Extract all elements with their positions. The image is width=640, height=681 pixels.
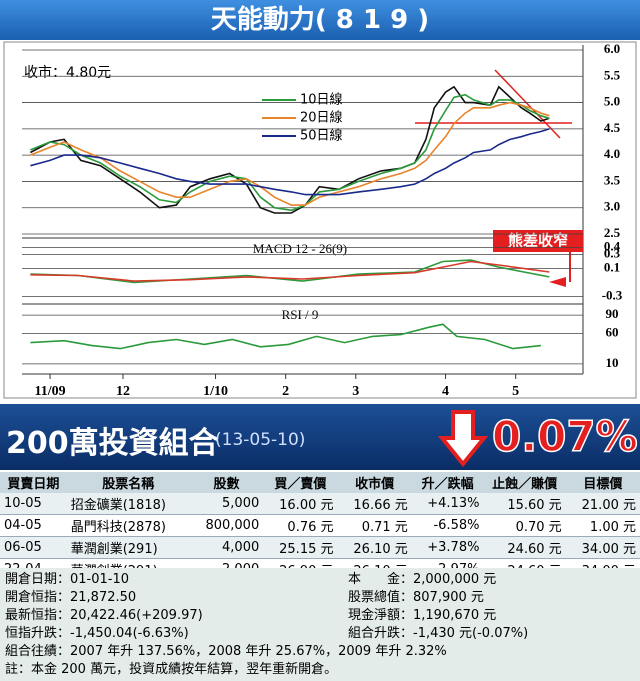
table-cell: -6.58% bbox=[411, 514, 484, 537]
y-tick-label: 0.3 bbox=[604, 245, 621, 260]
column-header: 止蝕／賺價 bbox=[483, 472, 566, 493]
table-cell: 晶門科技(2878) bbox=[66, 514, 190, 537]
table-cell: 招金礦業(1818) bbox=[66, 493, 190, 515]
annotation-arrowhead bbox=[549, 277, 566, 287]
column-header: 股數 bbox=[189, 472, 264, 493]
y-tick-label: 10 bbox=[606, 355, 619, 370]
x-tick-label: 2 bbox=[282, 384, 289, 399]
y-tick-label: 4.0 bbox=[604, 146, 620, 161]
table-cell: 800,000 bbox=[189, 514, 264, 537]
trend-line bbox=[494, 69, 561, 139]
legend-label: 20日線 bbox=[300, 110, 343, 126]
table-cell: 34.00 元 bbox=[565, 536, 640, 559]
close-label: 收市：4.80元 bbox=[24, 64, 111, 81]
x-tick-label: 4 bbox=[442, 384, 449, 399]
summary-item: 最新恒指：20,422.46(+209.97) bbox=[5, 608, 203, 623]
series-line bbox=[30, 260, 550, 282]
y-tick-label: 3.5 bbox=[604, 172, 621, 187]
table-cell: 華潤創業(291) bbox=[66, 536, 190, 559]
chart-frame bbox=[3, 41, 637, 399]
table-cell: +3.78% bbox=[411, 536, 484, 559]
y-tick-label: 0.4 bbox=[604, 238, 621, 253]
table-cell: 16.00 元 bbox=[263, 493, 338, 515]
y-tick-label: -0.3 bbox=[602, 287, 623, 302]
x-tick-label: 1/10 bbox=[203, 384, 228, 399]
x-tick-label: 12 bbox=[116, 384, 130, 399]
table-cell: 24.60 元 bbox=[483, 536, 566, 559]
portfolio-header: 200萬投資組合 (13-05-10) 0.07% bbox=[0, 404, 640, 470]
rsi-title: RSI / 9 bbox=[282, 307, 319, 322]
summary-note: 組合往績：2007 年升 137.56%，2008 年升 25.67%，2009… bbox=[5, 644, 447, 659]
portfolio-title: 200萬投資組合 bbox=[6, 426, 219, 461]
summary-item: 恒指升跌：-1,450.04(-6.63%) bbox=[5, 626, 189, 641]
table-cell: 15.60 元 bbox=[483, 493, 566, 515]
annotation-box bbox=[493, 230, 583, 252]
summary: 開倉日期：01-01-10 開倉恒指：21,872.50 最新恒指：20,422.4… bbox=[0, 568, 640, 681]
table-cell: +4.13% bbox=[411, 493, 484, 515]
x-tick-label: 5 bbox=[512, 384, 519, 399]
macd-title: MACD 12 - 26(9) bbox=[253, 241, 347, 256]
y-tick-label: 6.0 bbox=[604, 41, 620, 56]
table-cell: 10-05 bbox=[0, 493, 67, 515]
column-header: 股票名稱 bbox=[66, 472, 190, 493]
summary-item: 開倉恒指：21,872.50 bbox=[5, 590, 137, 605]
summary-note: 註：本金 200 萬元，投資成績按年結算，翌年重新開倉。 bbox=[5, 662, 338, 677]
down-arrow bbox=[438, 410, 488, 468]
x-tick-label: 11/09 bbox=[34, 384, 65, 399]
table-cell: 0.70 元 bbox=[483, 514, 566, 537]
table-cell: 5,000 bbox=[189, 493, 264, 515]
table-cell: 1.00 元 bbox=[565, 514, 640, 537]
summary-item: 開倉日期：01-01-10 bbox=[5, 572, 130, 587]
legend-label: 50日線 bbox=[300, 128, 343, 144]
summary-item: 組合升跌：-1,430 元(-0.07%) bbox=[348, 626, 529, 641]
y-tick-label: 5.0 bbox=[604, 94, 620, 109]
table-cell: 04-05 bbox=[0, 514, 67, 537]
table-cell: 26.10 元 bbox=[337, 536, 412, 559]
summary-item: 現金淨額：1,190,670 元 bbox=[348, 608, 497, 623]
column-header: 買賣日期 bbox=[0, 472, 67, 493]
chart: 收市：4.80元 MACD 12 - 26(9) RSI / 9 熊差收窄 6.… bbox=[3, 41, 637, 399]
portfolio-change: 0.07% bbox=[491, 411, 638, 462]
table-cell: 16.66 元 bbox=[337, 493, 412, 515]
banner-title: 天能動力( 8 1 9 ) bbox=[0, 0, 640, 40]
summary-item: 本 金：2,000,000 元 bbox=[348, 572, 497, 587]
series-line bbox=[30, 323, 541, 350]
series-line bbox=[30, 85, 550, 214]
table-cell: 25.15 元 bbox=[263, 536, 338, 559]
table-row: 10-05 招金礦業(1818) 5,000 16.00 元 16.66 元 +4.13%… bbox=[0, 493, 640, 515]
x-tick-label: 3 bbox=[352, 384, 359, 399]
y-tick-label: 60 bbox=[606, 324, 619, 339]
legend-label: 10日線 bbox=[300, 92, 343, 108]
y-tick-label: 4.5 bbox=[604, 120, 621, 135]
table-cell: 0.76 元 bbox=[263, 514, 338, 537]
column-header: 買／賣價 bbox=[263, 472, 338, 493]
table-cell: 21.00 元 bbox=[565, 493, 640, 515]
label-bg bbox=[20, 64, 170, 82]
summary-item: 股票總值：807,900 元 bbox=[348, 590, 484, 605]
y-tick-label: 2.5 bbox=[604, 225, 621, 240]
y-tick-label: 5.5 bbox=[604, 67, 621, 82]
table-cell: 06-05 bbox=[0, 536, 67, 559]
series-line bbox=[30, 128, 550, 196]
table-row: 06-05 華潤創業(291) 4,000 25.15 元 26.10 元 +3.78% 2… bbox=[0, 536, 640, 559]
series-line bbox=[30, 93, 550, 212]
table-cell: 0.71 元 bbox=[337, 514, 412, 537]
portfolio-date: (13-05-10) bbox=[215, 430, 306, 450]
column-header: 收市價 bbox=[337, 472, 412, 493]
y-tick-label: 3.0 bbox=[604, 199, 620, 214]
annotation: 熊差收窄 bbox=[508, 232, 568, 250]
column-header: 目標價 bbox=[565, 472, 640, 493]
table-row: 04-05 晶門科技(2878) 800,000 0.76 元 0.71 元 -6.58%… bbox=[0, 514, 640, 537]
y-tick-label: 90 bbox=[606, 306, 619, 321]
holdings-table: 買賣日期 股票名稱 股數 買／賣價 收市價 升／跌幅 止蝕／賺價 目標價 10-05 招金礦業(1… bbox=[0, 472, 640, 581]
y-tick-label: 0.1 bbox=[604, 259, 620, 274]
table-cell: 4,000 bbox=[189, 536, 264, 559]
column-header: 升／跌幅 bbox=[411, 472, 484, 493]
